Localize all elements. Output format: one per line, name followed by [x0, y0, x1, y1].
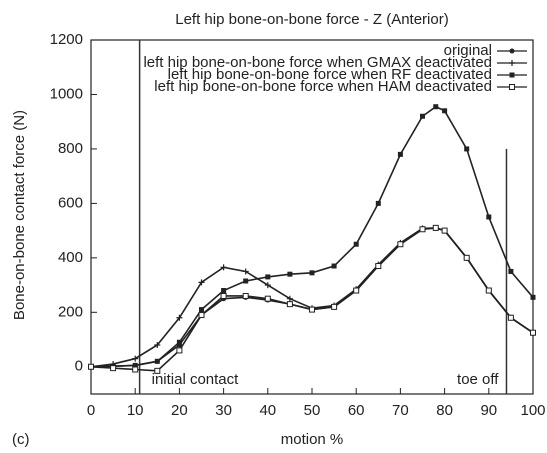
- point: [397, 241, 404, 248]
- y-tick-label: 400: [58, 249, 83, 266]
- event-label: toe off: [457, 371, 499, 388]
- point: [420, 113, 425, 119]
- point: [220, 264, 227, 271]
- point: [485, 287, 492, 294]
- point: [509, 72, 515, 78]
- point: [265, 274, 271, 280]
- point: [220, 292, 227, 299]
- point: [287, 271, 293, 277]
- event-label: initial contact: [152, 371, 240, 388]
- legend-label: left hip bone-on-bone force when HAM dea…: [154, 78, 492, 95]
- point: [331, 263, 337, 269]
- point: [486, 214, 492, 220]
- point: [199, 307, 204, 313]
- y-tick-label: 800: [58, 140, 83, 157]
- x-tick-label: 80: [436, 402, 453, 419]
- point: [309, 270, 315, 276]
- y-tick-label: 1200: [50, 31, 83, 48]
- x-tick-label: 30: [215, 402, 232, 419]
- point: [154, 341, 161, 348]
- point: [375, 200, 381, 206]
- panel-label: (c): [12, 431, 30, 448]
- x-tick-label: 20: [171, 402, 188, 419]
- point: [176, 347, 183, 354]
- series-line: [90, 227, 534, 372]
- point: [242, 292, 249, 299]
- point: [154, 358, 160, 364]
- point: [132, 366, 139, 373]
- x-tick-label: 70: [392, 402, 409, 419]
- x-tick-label: 50: [304, 402, 321, 419]
- x-tick-label: 40: [259, 402, 276, 419]
- series-line: [90, 105, 534, 368]
- point: [264, 282, 271, 289]
- point: [331, 303, 338, 310]
- point: [508, 268, 514, 274]
- y-tick-label: 1000: [50, 85, 83, 102]
- legend-label: left hip bone-on-bone force when RF deac…: [168, 66, 492, 83]
- point: [353, 287, 360, 294]
- legend-label: left hip bone-on-bone force when GMAX de…: [143, 54, 492, 71]
- y-tick-label: 0: [75, 358, 83, 375]
- point: [286, 295, 293, 302]
- point: [242, 268, 249, 275]
- point: [463, 254, 470, 261]
- point: [433, 104, 439, 110]
- point: [507, 314, 514, 321]
- point: [286, 301, 293, 308]
- point: [264, 295, 271, 302]
- point: [309, 306, 315, 313]
- point: [464, 146, 470, 152]
- x-tick-label: 100: [520, 402, 545, 419]
- y-axis-label: Bone-on-bone contact force (N): [11, 110, 28, 320]
- point: [375, 263, 382, 270]
- point: [353, 241, 359, 247]
- y-tick-label: 200: [58, 303, 83, 320]
- point: [509, 60, 515, 66]
- point: [509, 84, 515, 90]
- point: [530, 294, 536, 300]
- x-tick-label: 60: [348, 402, 365, 419]
- point: [432, 224, 439, 231]
- point: [198, 279, 205, 286]
- point: [176, 314, 183, 321]
- point: [397, 151, 403, 157]
- point: [198, 312, 205, 319]
- point: [176, 339, 182, 345]
- point: [132, 362, 138, 368]
- point: [132, 355, 139, 362]
- point: [441, 227, 448, 234]
- x-tick-label: 0: [87, 402, 95, 419]
- point: [243, 278, 249, 284]
- point: [154, 367, 161, 374]
- legend-label: original: [444, 42, 492, 59]
- point: [530, 329, 536, 336]
- point: [509, 48, 515, 54]
- x-axis-label: motion %: [281, 431, 344, 448]
- point: [88, 363, 94, 370]
- x-tick-label: 10: [127, 402, 144, 419]
- chart-title: Left hip bone-on-bone force - Z (Anterio…: [175, 11, 448, 28]
- point: [419, 226, 426, 233]
- point: [110, 365, 117, 372]
- point: [221, 288, 227, 294]
- x-tick-label: 90: [480, 402, 497, 419]
- point: [442, 108, 448, 114]
- y-tick-label: 600: [58, 194, 83, 211]
